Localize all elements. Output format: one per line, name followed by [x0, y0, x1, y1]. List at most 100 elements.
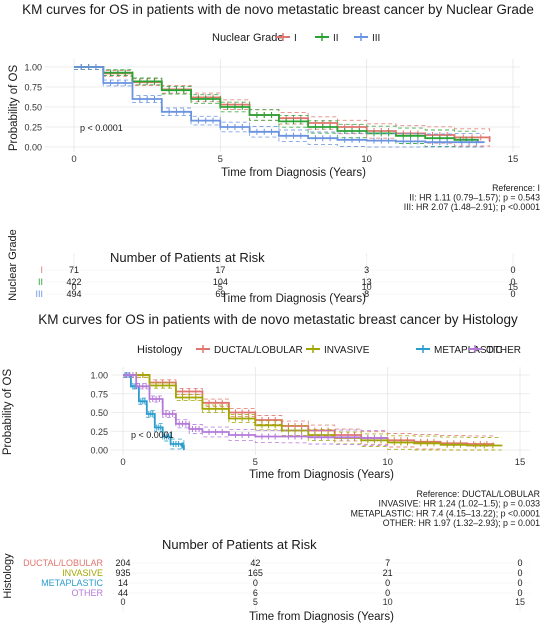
risk-row-label: I [40, 265, 43, 275]
risk-count: 104 [213, 277, 228, 287]
risk-count: 0 [385, 578, 390, 588]
risk-y-axis-label: Histology [2, 553, 14, 599]
risk-y-axis-label: Nuclear Grade [7, 229, 19, 301]
y-tick-label: 0.25 [24, 123, 42, 133]
risk-row-label: III [35, 289, 43, 299]
risk-x-axis-label: Time from Diagnosis (Years) [221, 293, 366, 305]
x-tick-label: 15 [508, 154, 519, 165]
risk-count: 3 [364, 265, 369, 275]
risk-count: 935 [115, 568, 130, 578]
risk-x-tick-label: 0 [120, 597, 125, 607]
risk-count: 7 [385, 558, 390, 568]
x-axis-label: Time from Diagnosis (Years) [249, 469, 394, 481]
x-axis-label: Time from Diagnosis (Years) [221, 167, 366, 179]
y-tick-label: 0.00 [24, 143, 42, 153]
hazard-ratio-text: Reference: DUCTAL/LOBULAR [416, 489, 540, 499]
risk-count: 8 [364, 289, 369, 299]
risk-x-tick-label: 15 [515, 597, 525, 607]
risk-count: 21 [383, 568, 393, 578]
risk-count: 44 [118, 588, 128, 598]
hazard-ratio-text: OTHER: HR 1.97 (1.32–2.93); p = 0.001 [383, 518, 540, 528]
risk-count: 0 [253, 578, 258, 588]
survival-curve [74, 66, 479, 142]
risk-count: 42 [250, 558, 260, 568]
ci-lower-line [74, 68, 484, 148]
hazard-ratio-text: METAPLASTIC: HR 7.4 (4.15–13.22); p <0.0… [351, 508, 540, 518]
x-tick-label: 0 [71, 154, 76, 165]
x-tick-label: 15 [515, 457, 526, 468]
risk-count: 69 [215, 289, 225, 299]
risk-count: 0 [517, 578, 522, 588]
ci-lower-line [74, 68, 478, 148]
hazard-ratio-text: Reference: I [492, 183, 540, 193]
risk-x-tick-label: 0 [71, 282, 76, 292]
x-tick-label: 5 [218, 154, 223, 165]
risk-count: 0 [517, 568, 522, 578]
ci-lower-line [123, 376, 502, 451]
x-tick-label: 10 [382, 457, 393, 468]
risk-count: 0 [510, 277, 515, 287]
risk-row-label: II [38, 277, 43, 287]
risk-count: 0 [517, 558, 522, 568]
risk-x-tick-label: 15 [508, 282, 518, 292]
ci-upper-line [74, 66, 491, 132]
legend-label: METAPLASTIC [434, 345, 503, 356]
chart-title: KM curves for OS in patients with de nov… [22, 2, 534, 17]
risk-row-label: DUCTAL/LOBULAR [23, 558, 103, 568]
risk-row-label: METAPLASTIC [41, 578, 103, 588]
risk-count: 0 [510, 289, 515, 299]
y-axis-label: Probability of OS [8, 65, 20, 152]
y-tick-label: 0.25 [90, 427, 108, 437]
risk-x-axis-label: Time from Diagnosis (Years) [249, 611, 394, 623]
survival-curve [123, 374, 388, 439]
risk-x-tick-label: 10 [383, 597, 393, 607]
x-tick-label: 10 [361, 154, 372, 165]
risk-count: 0 [385, 588, 390, 598]
risk-table-title: Number of Patients at Risk [162, 537, 317, 552]
legend-title: Histology [137, 344, 183, 356]
risk-count: 494 [66, 289, 81, 299]
y-tick-label: 1.00 [90, 371, 108, 381]
risk-count: 13 [362, 277, 372, 287]
risk-count: 6 [253, 588, 258, 598]
legend-label: DUCTAL/LOBULAR [214, 345, 303, 356]
risk-count: 0 [517, 588, 522, 598]
x-tick-label: 5 [253, 457, 258, 468]
ci-upper-line [123, 374, 502, 438]
hazard-ratio-text: III: HR 2.07 (1.48–2.91); p <0.0001 [404, 202, 540, 212]
risk-x-tick-label: 5 [218, 282, 223, 292]
y-tick-label: 0.50 [90, 408, 108, 418]
risk-count: 17 [215, 265, 225, 275]
y-tick-label: 1.00 [24, 63, 42, 73]
hazard-ratio-text: INVASIVE: HR 1.24 (1.02–1.5); p = 0.033 [379, 499, 541, 509]
risk-count: 165 [248, 568, 263, 578]
risk-x-tick-label: 5 [253, 597, 258, 607]
y-tick-label: 0.75 [90, 389, 108, 399]
p-value-label: p < 0.0001 [131, 430, 174, 440]
survival-curve [123, 374, 503, 447]
p-value-label: p < 0.0001 [80, 123, 123, 133]
legend-label: INVASIVE [324, 345, 370, 356]
risk-count: 0 [510, 265, 515, 275]
y-tick-label: 0.50 [24, 103, 42, 113]
y-tick-label: 0.75 [24, 83, 42, 93]
risk-count: 422 [66, 277, 81, 287]
hazard-ratio-text: II: HR 1.11 (0.79–1.57); p = 0.543 [409, 193, 540, 203]
risk-x-tick-label: 10 [362, 282, 372, 292]
legend-label: III [372, 33, 380, 44]
risk-count: 204 [115, 558, 130, 568]
y-tick-label: 0.00 [90, 446, 108, 456]
risk-count: 14 [118, 578, 128, 588]
ci-upper-line [123, 374, 389, 432]
risk-count: 71 [69, 265, 79, 275]
risk-row-label: INVASIVE [62, 568, 103, 578]
legend-label: II [333, 33, 339, 44]
risk-table-title: Number of Patients at Risk [110, 250, 265, 265]
ci-upper-line [74, 66, 485, 135]
chart-title: KM curves for OS in patients with de nov… [38, 312, 518, 327]
y-axis-label: Probability of OS [2, 369, 14, 456]
legend-label: OTHER [486, 345, 521, 356]
x-tick-label: 0 [120, 457, 125, 468]
